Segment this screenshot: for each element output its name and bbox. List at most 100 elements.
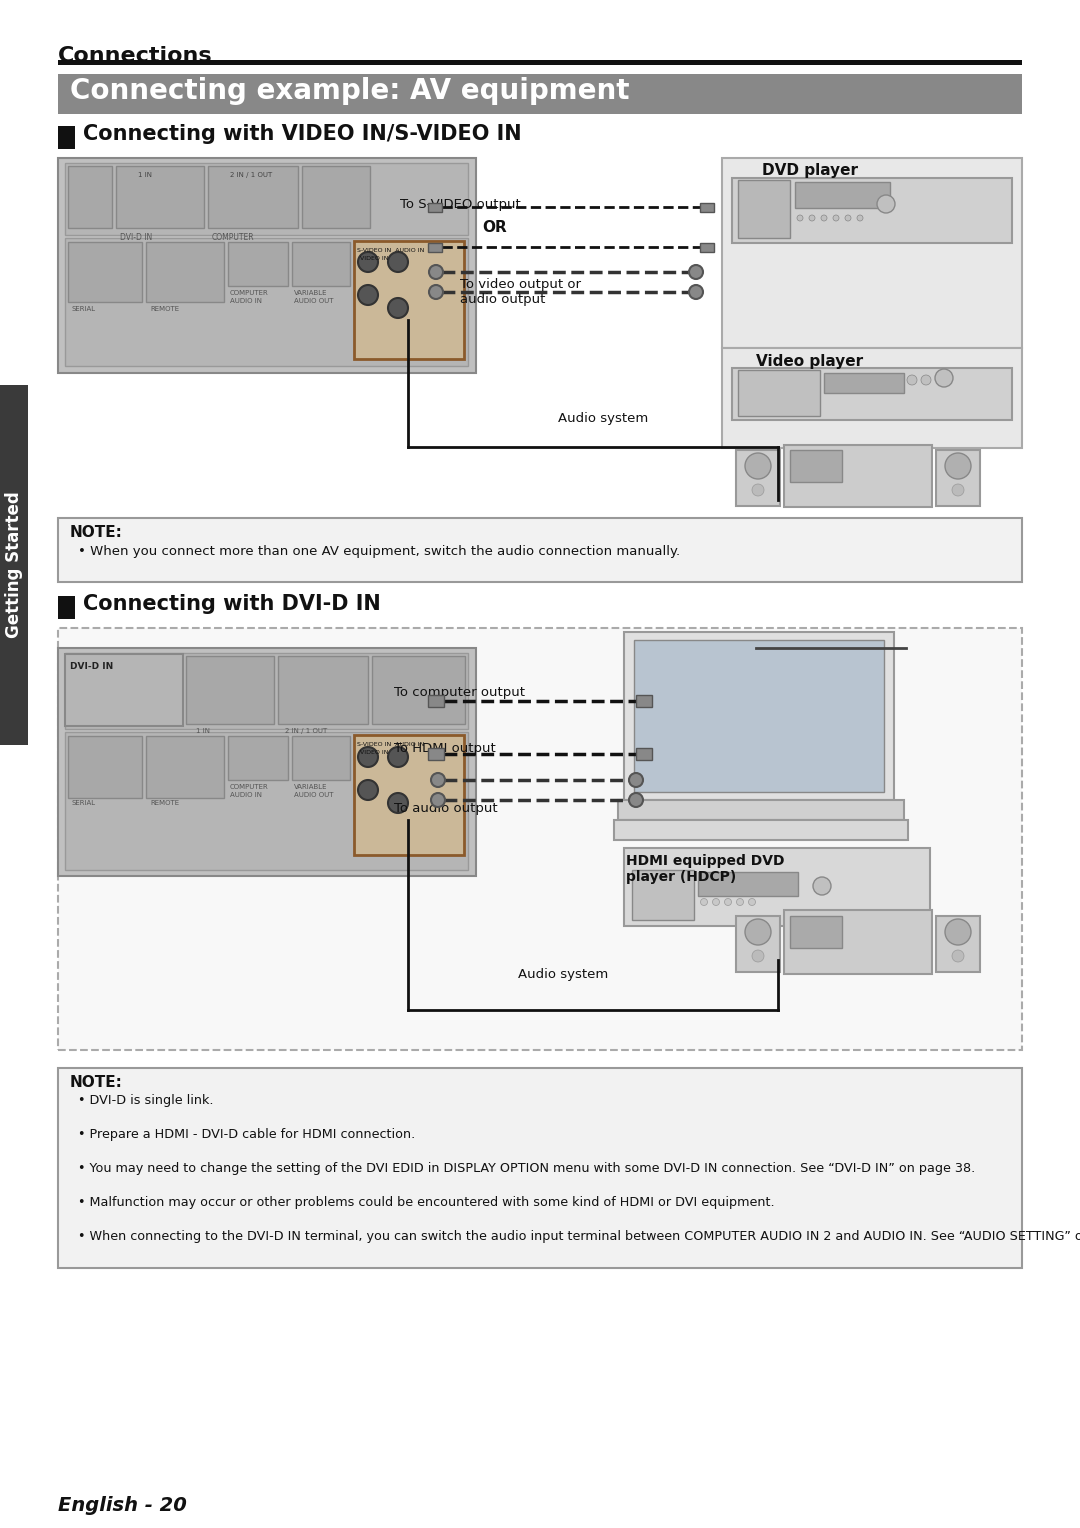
Text: COMPUTER: COMPUTER	[212, 232, 255, 241]
Text: AUDIO IN: AUDIO IN	[230, 792, 262, 798]
Circle shape	[388, 793, 408, 813]
Bar	[618, 801, 904, 821]
Text: English - 20: English - 20	[58, 1496, 187, 1514]
Bar	[372, 656, 465, 724]
Bar	[68, 736, 141, 798]
Text: AUDIO OUT: AUDIO OUT	[294, 298, 334, 304]
Circle shape	[357, 779, 378, 801]
Bar	[428, 203, 442, 212]
Text: VIDEO IN: VIDEO IN	[360, 257, 389, 261]
Bar	[795, 182, 890, 208]
Bar	[58, 125, 75, 150]
Bar	[58, 518, 1022, 582]
Bar	[186, 656, 274, 724]
Text: S-VIDEO IN  AUDIO IN: S-VIDEO IN AUDIO IN	[357, 743, 424, 747]
Text: • When connecting to the DVI-D IN terminal, you can switch the audio input termi: • When connecting to the DVI-D IN termin…	[78, 1230, 1080, 1242]
Text: To video output or
audio output: To video output or audio output	[460, 278, 581, 306]
Text: NOTE:: NOTE:	[70, 526, 123, 539]
Circle shape	[713, 898, 719, 906]
Bar	[292, 241, 350, 286]
Bar	[615, 821, 908, 840]
Circle shape	[701, 898, 707, 906]
Bar	[632, 869, 694, 920]
Text: DVI-D IN: DVI-D IN	[120, 232, 152, 241]
Bar	[58, 157, 476, 373]
Text: Audio system: Audio system	[558, 413, 648, 425]
Text: HDMI equipped DVD
player (HDCP): HDMI equipped DVD player (HDCP)	[626, 854, 784, 885]
Circle shape	[809, 215, 815, 222]
Bar	[292, 736, 350, 779]
Text: Connecting example: AV equipment: Connecting example: AV equipment	[70, 76, 630, 105]
Text: VARIABLE: VARIABLE	[294, 784, 327, 790]
Circle shape	[907, 374, 917, 385]
Circle shape	[388, 747, 408, 767]
Bar	[738, 180, 789, 238]
Bar	[636, 749, 652, 759]
Text: • Prepare a HDMI - DVI-D cable for HDMI connection.: • Prepare a HDMI - DVI-D cable for HDMI …	[78, 1128, 415, 1141]
Circle shape	[813, 877, 831, 895]
Bar	[428, 749, 444, 759]
Circle shape	[877, 196, 895, 212]
Text: • DVI-D is single link.: • DVI-D is single link.	[78, 1094, 214, 1106]
Circle shape	[921, 374, 931, 385]
Bar	[936, 451, 980, 506]
Text: 1 IN: 1 IN	[138, 173, 152, 177]
Bar	[784, 911, 932, 973]
Circle shape	[388, 298, 408, 318]
Bar	[116, 167, 204, 228]
Text: To HDMI output: To HDMI output	[394, 743, 496, 755]
Text: OR: OR	[482, 220, 507, 235]
Text: COMPUTER: COMPUTER	[230, 290, 269, 296]
Text: To audio output: To audio output	[394, 802, 498, 814]
Bar	[784, 445, 932, 507]
Text: Audio system: Audio system	[518, 969, 608, 981]
Bar	[58, 596, 75, 619]
Circle shape	[945, 452, 971, 478]
Circle shape	[429, 264, 443, 280]
Bar	[228, 241, 288, 286]
Bar	[65, 654, 183, 726]
Bar	[738, 370, 820, 416]
Text: VIDEO IN: VIDEO IN	[360, 750, 389, 755]
Bar	[700, 243, 714, 252]
Circle shape	[431, 773, 445, 787]
Circle shape	[431, 793, 445, 807]
Bar	[428, 695, 444, 707]
Bar	[824, 373, 904, 393]
Text: COMPUTER: COMPUTER	[230, 784, 269, 790]
Bar	[624, 848, 930, 926]
Circle shape	[748, 898, 756, 906]
Text: S-VIDEO IN  AUDIO IN: S-VIDEO IN AUDIO IN	[357, 248, 424, 254]
Text: 1 IN: 1 IN	[195, 727, 210, 733]
Text: Getting Started: Getting Started	[5, 492, 23, 639]
Text: Connecting with DVI-D IN: Connecting with DVI-D IN	[83, 594, 381, 614]
Text: Video player: Video player	[756, 354, 863, 368]
Circle shape	[629, 773, 643, 787]
Text: SERIAL: SERIAL	[72, 306, 96, 312]
Bar	[0, 385, 28, 746]
Bar	[723, 157, 1022, 348]
Circle shape	[945, 918, 971, 944]
Bar	[634, 640, 885, 792]
Bar	[698, 872, 798, 895]
Bar	[146, 241, 224, 303]
Bar	[65, 238, 468, 367]
Bar	[65, 732, 468, 869]
Text: Connections: Connections	[58, 46, 213, 66]
Bar	[58, 648, 476, 876]
Text: AUDIO IN: AUDIO IN	[230, 298, 262, 304]
Bar	[68, 167, 112, 228]
Bar	[58, 628, 1022, 1050]
Bar	[58, 1068, 1022, 1268]
Circle shape	[797, 215, 804, 222]
Circle shape	[833, 215, 839, 222]
Circle shape	[388, 252, 408, 272]
Circle shape	[752, 950, 764, 963]
Bar	[58, 73, 1022, 115]
Bar	[146, 736, 224, 798]
Circle shape	[689, 264, 703, 280]
Circle shape	[357, 286, 378, 306]
Text: • When you connect more than one AV equipment, switch the audio connection manua: • When you connect more than one AV equi…	[78, 545, 680, 558]
Circle shape	[935, 368, 953, 387]
Text: NOTE:: NOTE:	[70, 1076, 123, 1089]
